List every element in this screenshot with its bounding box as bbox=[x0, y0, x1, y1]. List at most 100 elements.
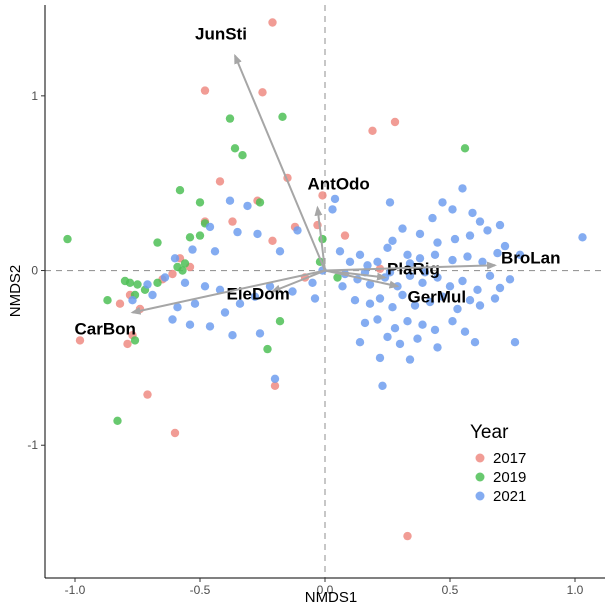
point-2019 bbox=[195, 198, 205, 207]
vector-germul bbox=[324, 269, 400, 289]
x-tick-label: -1.0 bbox=[65, 583, 86, 597]
point-2021 bbox=[495, 220, 505, 230]
point-2021 bbox=[255, 329, 265, 338]
point-2019 bbox=[153, 238, 162, 247]
legend: Year 2017 2019 2021 bbox=[470, 422, 526, 505]
point-2021 bbox=[143, 280, 152, 289]
vector-brolan bbox=[324, 261, 497, 272]
point-2021 bbox=[448, 205, 457, 214]
point-2017 bbox=[123, 339, 132, 349]
point-2021 bbox=[233, 227, 242, 237]
point-2021 bbox=[403, 250, 412, 259]
point-2017 bbox=[215, 177, 225, 186]
point-2021 bbox=[405, 259, 415, 268]
point-2019 bbox=[230, 144, 240, 153]
point-2021 bbox=[483, 226, 492, 235]
point-2021 bbox=[228, 331, 237, 340]
point-2021 bbox=[210, 247, 220, 256]
point-2021 bbox=[355, 250, 365, 259]
point-2019 bbox=[180, 259, 190, 268]
point-2021 bbox=[388, 303, 397, 312]
point-2021 bbox=[275, 247, 285, 256]
point-2021 bbox=[410, 301, 420, 310]
point-2019 bbox=[113, 416, 122, 425]
point-2021 bbox=[378, 381, 387, 390]
point-2017 bbox=[340, 231, 350, 240]
point-2021 bbox=[253, 229, 262, 239]
legend-entries: 2017 2019 2021 bbox=[475, 450, 526, 505]
vector-junsti bbox=[234, 53, 326, 271]
point-2021 bbox=[415, 229, 425, 239]
point-2021 bbox=[453, 304, 462, 314]
point-2021 bbox=[433, 238, 442, 247]
series-2019 bbox=[63, 112, 470, 425]
point-2021 bbox=[355, 338, 365, 347]
point-2021 bbox=[398, 224, 407, 233]
point-2019 bbox=[178, 266, 187, 275]
point-2019 bbox=[175, 186, 185, 195]
point-2019 bbox=[238, 151, 247, 160]
point-2017 bbox=[228, 217, 237, 226]
vector-label-carbon: CarBon bbox=[75, 320, 136, 339]
vector-label-plarig: PlaRig bbox=[387, 260, 440, 279]
point-2021 bbox=[345, 257, 355, 266]
point-2019 bbox=[133, 280, 142, 289]
point-2021 bbox=[413, 334, 422, 343]
vector-label-brolan: BroLan bbox=[501, 248, 561, 267]
point-2021 bbox=[398, 290, 407, 300]
point-2021 bbox=[420, 268, 430, 277]
vector-label-antodo: AntOdo bbox=[308, 175, 370, 194]
point-2021 bbox=[375, 353, 385, 363]
y-tick-label: 0 bbox=[31, 264, 38, 278]
point-2021 bbox=[430, 250, 440, 259]
x-tick-label: 0.5 bbox=[442, 583, 459, 597]
point-2021 bbox=[375, 294, 385, 303]
point-2017 bbox=[258, 88, 267, 97]
legend-entry-2021: 2021 bbox=[475, 488, 526, 505]
legend-title: Year bbox=[470, 422, 509, 443]
point-2021 bbox=[428, 213, 437, 223]
point-2019 bbox=[255, 198, 265, 207]
x-tick-label: 1.0 bbox=[567, 583, 584, 597]
point-2019 bbox=[225, 114, 235, 123]
point-2019 bbox=[185, 233, 195, 242]
point-2021 bbox=[188, 245, 197, 254]
point-2021 bbox=[470, 338, 480, 347]
vector-eledom bbox=[270, 269, 326, 293]
legend-swatch bbox=[475, 472, 485, 482]
point-2021 bbox=[433, 343, 442, 352]
point-2021 bbox=[170, 254, 180, 263]
point-2017 bbox=[368, 126, 377, 135]
point-2021 bbox=[405, 271, 415, 280]
point-2021 bbox=[205, 322, 215, 331]
point-2019 bbox=[278, 112, 287, 122]
vector-antodo bbox=[314, 205, 326, 271]
point-2021 bbox=[338, 282, 347, 291]
point-2021 bbox=[493, 248, 502, 258]
points-layer bbox=[63, 18, 587, 541]
point-2021 bbox=[168, 315, 177, 324]
vector-label-junsti: JunSti bbox=[195, 25, 247, 44]
point-2021 bbox=[128, 296, 137, 305]
point-2021 bbox=[180, 278, 190, 287]
point-2021 bbox=[475, 301, 485, 310]
y-tick-label: 1 bbox=[31, 89, 38, 103]
point-2017 bbox=[115, 299, 125, 308]
point-2021 bbox=[250, 292, 260, 301]
legend-entry-2019: 2019 bbox=[475, 469, 526, 486]
point-2019 bbox=[195, 231, 205, 240]
point-2021 bbox=[205, 222, 215, 232]
point-2021 bbox=[308, 278, 317, 287]
legend-label: 2021 bbox=[493, 488, 526, 505]
point-2021 bbox=[445, 282, 455, 291]
point-2021 bbox=[433, 273, 442, 282]
point-2021 bbox=[335, 247, 345, 256]
point-2021 bbox=[160, 273, 170, 282]
point-2021 bbox=[148, 290, 157, 300]
point-2021 bbox=[190, 299, 200, 308]
point-2021 bbox=[235, 299, 245, 308]
point-2019 bbox=[460, 144, 470, 153]
vectors-layer: JunSti AntOdo PlaRig BroLan GerMul EleDom CarB… bbox=[75, 25, 561, 339]
